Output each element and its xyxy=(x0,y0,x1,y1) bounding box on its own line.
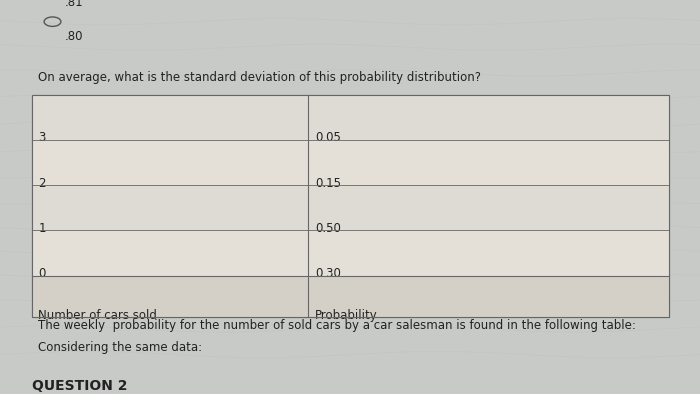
Text: 3: 3 xyxy=(38,131,46,144)
Bar xyxy=(32,276,668,317)
Text: On average, what is the standard deviation of this probability distribution?: On average, what is the standard deviati… xyxy=(38,71,482,84)
Text: QUESTION 2: QUESTION 2 xyxy=(32,379,127,393)
Text: 0.05: 0.05 xyxy=(315,131,341,144)
Text: The weekly  probability for the number of sold cars by a car salesman is found i: The weekly probability for the number of… xyxy=(38,319,636,332)
Text: 2: 2 xyxy=(38,177,46,190)
Text: 1: 1 xyxy=(38,222,46,235)
Text: 0: 0 xyxy=(38,267,46,280)
Text: .81: .81 xyxy=(65,0,84,9)
Bar xyxy=(32,140,668,185)
Text: Number of cars sold: Number of cars sold xyxy=(38,309,158,322)
Text: Probability: Probability xyxy=(315,309,378,322)
Text: 0.30: 0.30 xyxy=(315,267,341,280)
Bar xyxy=(32,230,668,276)
Text: .80: .80 xyxy=(65,30,83,43)
Text: Considering the same data:: Considering the same data: xyxy=(38,341,202,354)
Bar xyxy=(32,95,668,317)
Bar xyxy=(32,95,668,140)
Text: 0.15: 0.15 xyxy=(315,177,341,190)
Text: 0.50: 0.50 xyxy=(315,222,341,235)
Bar xyxy=(32,185,668,230)
Bar xyxy=(32,95,668,317)
